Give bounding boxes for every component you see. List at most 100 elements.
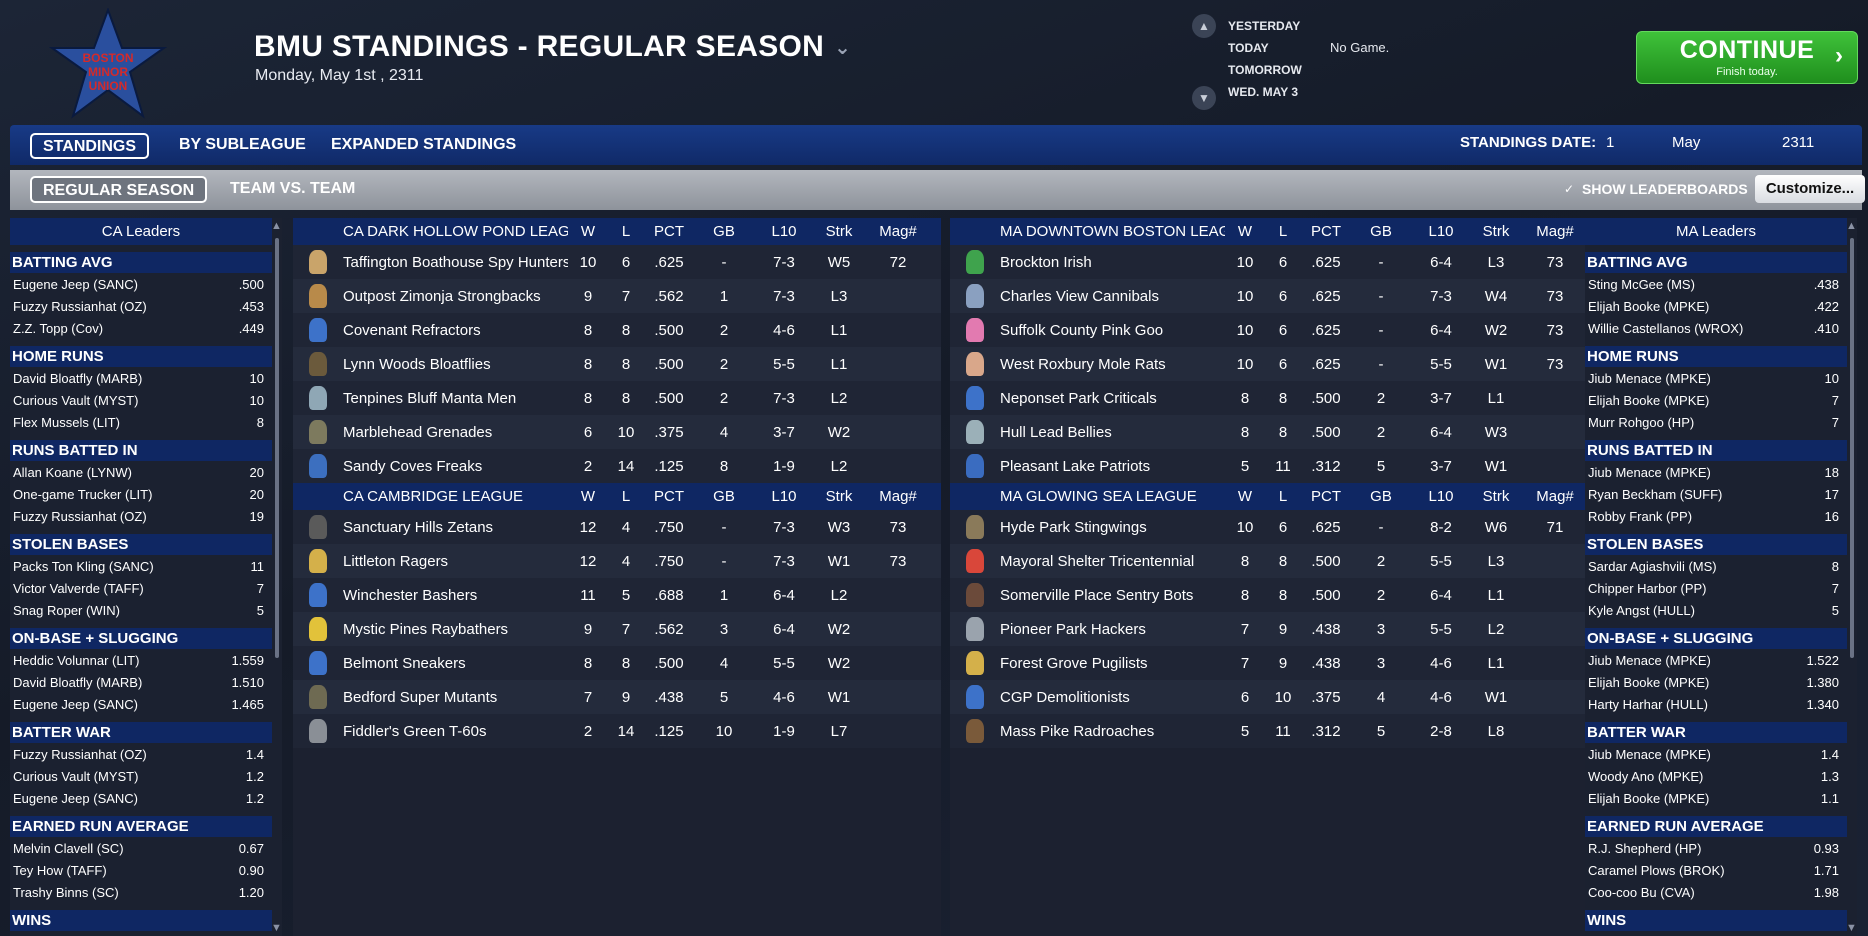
table-row[interactable]: Covenant Refractors 8 8 .500 2 4-6 L1	[293, 313, 941, 347]
column-header-l[interactable]: L	[621, 488, 631, 505]
table-row[interactable]: Neponset Park Criticals 8 8 .500 2 3-7 L1	[950, 381, 1598, 415]
column-header-w[interactable]: W	[580, 223, 596, 240]
team-name[interactable]: Hull Lead Bellies	[1000, 423, 1112, 441]
leader-row[interactable]: Ryan Beckham (SUFF) 17	[1585, 483, 1847, 505]
column-header-l[interactable]: L	[621, 223, 631, 240]
column-header-mag[interactable]: Mag#	[1536, 223, 1574, 240]
chevron-up-icon[interactable]: ▲	[1192, 14, 1216, 38]
leader-row[interactable]: One-game Trucker (LIT) 20	[10, 483, 272, 505]
column-header-gb[interactable]: GB	[713, 223, 735, 240]
leader-row[interactable]: Sting McGee (MS) .438	[1585, 273, 1847, 295]
team-name[interactable]: Suffolk County Pink Goo	[1000, 321, 1164, 339]
team-name[interactable]: Brockton Irish	[1000, 253, 1092, 271]
leader-row[interactable]: Tey How (TAFF) 0.90	[10, 859, 272, 881]
column-header-gb[interactable]: GB	[1370, 488, 1392, 505]
team-name[interactable]: Tenpines Bluff Manta Men	[343, 389, 517, 407]
team-name[interactable]: Sanctuary Hills Zetans	[343, 518, 494, 536]
scrollbar-thumb[interactable]	[275, 238, 279, 658]
leader-row[interactable]: Melvin Clavell (SC) 0.67	[10, 837, 272, 859]
tab-standings[interactable]: STANDINGS	[30, 133, 150, 159]
leader-row[interactable]: Printer Dullman (FGRV) 3	[1585, 931, 1847, 936]
column-header-strk[interactable]: Strk	[825, 488, 853, 505]
day-next[interactable]: WED. MAY 3	[1228, 85, 1299, 99]
leader-row[interactable]: Chipper Harbor (PP) 7	[1585, 577, 1847, 599]
team-name[interactable]: CGP Demolitionists	[1000, 688, 1130, 706]
team-name[interactable]: Somerville Place Sentry Bots	[1000, 586, 1194, 604]
day-yesterday[interactable]: YESTERDAY	[1228, 19, 1301, 33]
column-header-mag[interactable]: Mag#	[879, 223, 917, 240]
column-header-strk[interactable]: Strk	[1482, 223, 1510, 240]
team-name[interactable]: Taffington Boathouse Spy Hunters	[343, 253, 568, 271]
leader-row[interactable]: Jiub Menace (MPKE) 18	[1585, 461, 1847, 483]
table-row[interactable]: Sandy Coves Freaks 2 14 .125 8 1-9 L2	[293, 449, 941, 483]
table-row[interactable]: Mystic Pines Raybathers 9 7 .562 3 6-4 W2	[293, 612, 941, 646]
table-row[interactable]: Fiddler's Green T-60s 2 14 .125 10 1-9 L7	[293, 714, 941, 748]
leader-row[interactable]: Z.Z. Topp (Cov) .449	[10, 317, 272, 339]
leader-row[interactable]: Allan Koane (LYNW) 20	[10, 461, 272, 483]
team-name[interactable]: Charles View Cannibals	[1000, 287, 1159, 305]
column-header-l[interactable]: L	[1278, 488, 1288, 505]
column-header-strk[interactable]: Strk	[825, 223, 853, 240]
leader-row[interactable]: Trashy Binns (SC) 1.20	[10, 881, 272, 903]
team-name[interactable]: Mystic Pines Raybathers	[343, 620, 509, 638]
day-tomorrow[interactable]: TOMORROW	[1228, 63, 1302, 77]
table-row[interactable]: Pleasant Lake Patriots 5 11 .312 5 3-7 W1	[950, 449, 1598, 483]
leader-row[interactable]: Flex Mussels (LIT) 8	[10, 411, 272, 433]
leader-row[interactable]: Eugene Jeep (SANC) 1.2	[10, 787, 272, 809]
column-header-mag[interactable]: Mag#	[879, 488, 917, 505]
column-header-mag[interactable]: Mag#	[1536, 488, 1574, 505]
table-row[interactable]: West Roxbury Mole Rats 10 6 .625 - 5-5 W1 73	[950, 347, 1598, 381]
table-row[interactable]: Marblehead Grenades 6 10 .375 4 3-7 W2	[293, 415, 941, 449]
leader-row[interactable]: Sardar Agiashvili (MS) 8	[1585, 555, 1847, 577]
column-header-l10[interactable]: L10	[1428, 223, 1454, 240]
table-row[interactable]: Mass Pike Radroaches 5 11 .312 5 2-8 L8	[950, 714, 1598, 748]
team-name[interactable]: Winchester Bashers	[343, 586, 478, 604]
continue-button[interactable]: CONTINUE Finish today. ›	[1636, 31, 1858, 84]
leader-row[interactable]: Fuzzy Russianhat (OZ) .453	[10, 295, 272, 317]
leader-row[interactable]: David Bloatfly (MARB) 1.510	[10, 671, 272, 693]
leader-row[interactable]: Kyle Angst (HULL) 5	[1585, 599, 1847, 621]
team-name[interactable]: Outpost Zimonja Strongbacks	[343, 287, 541, 305]
show-leaderboards-toggle[interactable]: ✓ SHOW LEADERBOARDS	[1564, 181, 1748, 197]
leader-row[interactable]: Fuzzy Russianhat (OZ) 19	[10, 505, 272, 527]
leader-row[interactable]: Jiub Menace (MPKE) 1.522	[1585, 649, 1847, 671]
table-row[interactable]: Pioneer Park Hackers 7 9 .438 3 5-5 L2	[950, 612, 1598, 646]
leader-row[interactable]: David Bloatfly (MARB) 10	[10, 367, 272, 389]
table-row[interactable]: Brockton Irish 10 6 .625 - 6-4 L3 73	[950, 245, 1598, 279]
team-name[interactable]: Forest Grove Pugilists	[1000, 654, 1148, 672]
table-row[interactable]: Littleton Ragers 12 4 .750 - 7-3 W1 73	[293, 544, 941, 578]
chevron-up-icon[interactable]: ▲	[271, 220, 282, 232]
leader-row[interactable]: Jiub Menace (MPKE) 10	[1585, 367, 1847, 389]
table-row[interactable]: Hyde Park Stingwings 10 6 .625 - 8-2 W6 71	[950, 510, 1598, 544]
table-row[interactable]: Charles View Cannibals 10 6 .625 - 7-3 W4 73	[950, 279, 1598, 313]
tab-team-vs-team[interactable]: TEAM VS. TEAM	[230, 180, 356, 197]
table-row[interactable]: Hull Lead Bellies 8 8 .500 2 6-4 W3	[950, 415, 1598, 449]
table-row[interactable]: Mayoral Shelter Tricentennial 8 8 .500 2 5-5 L…	[950, 544, 1598, 578]
table-row[interactable]: Suffolk County Pink Goo 10 6 .625 - 6-4 W2 73	[950, 313, 1598, 347]
leader-row[interactable]: Snag Roper (WIN) 5	[10, 599, 272, 621]
team-name[interactable]: Pioneer Park Hackers	[1000, 620, 1146, 638]
table-row[interactable]: Bedford Super Mutants 7 9 .438 5 4-6 W1	[293, 680, 941, 714]
chevron-up-icon[interactable]: ▲	[1846, 220, 1857, 232]
column-header-w[interactable]: W	[1237, 488, 1253, 505]
leader-row[interactable]: Elijah Booke (MPKE) .422	[1585, 295, 1847, 317]
column-header-l[interactable]: L	[1278, 223, 1288, 240]
standings-day[interactable]: 1	[1606, 134, 1615, 151]
checkmark-icon[interactable]: ✓	[1564, 181, 1575, 196]
leader-row[interactable]: Packs Ton Kling (SANC) 11	[10, 555, 272, 577]
leader-row[interactable]: Jiub Menace (MPKE) 1.4	[1585, 743, 1847, 765]
chevron-down-icon[interactable]: ▼	[1192, 86, 1216, 110]
team-name[interactable]: Fiddler's Green T-60s	[343, 722, 487, 740]
team-name[interactable]: Neponset Park Criticals	[1000, 389, 1157, 407]
team-name[interactable]: Belmont Sneakers	[343, 654, 466, 672]
leader-row[interactable]: Elijah Booke (MPKE) 1.1	[1585, 787, 1847, 809]
column-header-w[interactable]: W	[1237, 223, 1253, 240]
tab-expanded-standings[interactable]: EXPANDED STANDINGS	[331, 136, 517, 153]
team-name[interactable]: Covenant Refractors	[343, 321, 481, 339]
leader-row[interactable]: R.J. Shepherd (HP) 0.93	[1585, 837, 1847, 859]
table-row[interactable]: Belmont Sneakers 8 8 .500 4 5-5 W2	[293, 646, 941, 680]
leader-row[interactable]: Curious Vault (MYST) 1.2	[10, 765, 272, 787]
team-name[interactable]: Sandy Coves Freaks	[343, 457, 483, 475]
column-header-pct[interactable]: PCT	[654, 223, 684, 240]
column-header-pct[interactable]: PCT	[1311, 488, 1341, 505]
